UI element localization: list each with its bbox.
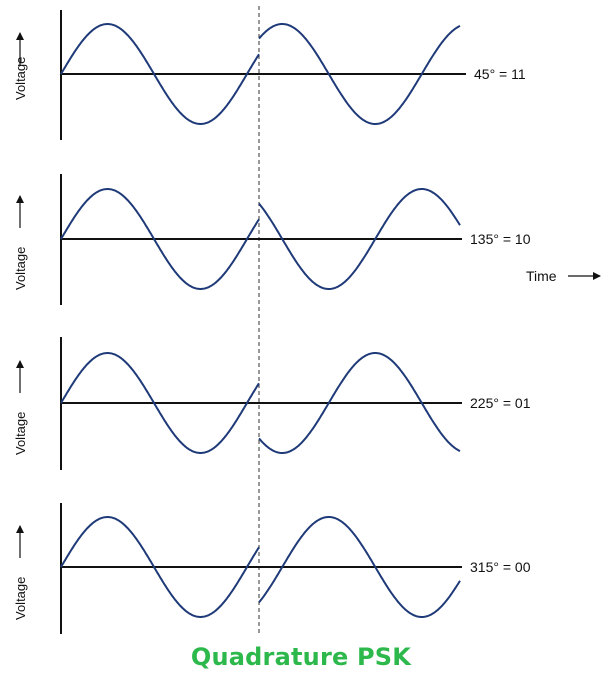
phase-label: 45° = 11	[474, 66, 526, 82]
phase-shifted-wave	[258, 516, 461, 618]
reference-wave	[60, 516, 260, 618]
phase-shifted-wave	[258, 23, 461, 125]
phase-label: 225° = 01	[470, 395, 531, 411]
figure-caption: Quadrature PSK	[190, 643, 412, 671]
phase-shifted-wave	[258, 352, 461, 454]
panel-2: Voltage 135° = 10 Time	[13, 174, 601, 305]
time-label: Time	[526, 268, 557, 284]
reference-wave	[60, 188, 260, 290]
phase-shifted-wave	[258, 188, 461, 290]
reference-wave	[60, 352, 260, 454]
phase-label: 135° = 10	[470, 231, 531, 247]
panel-1: Voltage 45° = 11	[13, 10, 526, 140]
panel-4: Voltage 315° = 00	[13, 503, 531, 634]
reference-wave	[60, 23, 260, 125]
voltage-axis-label: Voltage	[13, 57, 28, 100]
panel-3: Voltage 225° = 01	[13, 337, 531, 470]
voltage-axis-label: Voltage	[13, 412, 28, 455]
phase-label: 315° = 00	[470, 559, 531, 575]
voltage-axis-label: Voltage	[13, 247, 28, 290]
voltage-axis-label: Voltage	[13, 577, 28, 620]
